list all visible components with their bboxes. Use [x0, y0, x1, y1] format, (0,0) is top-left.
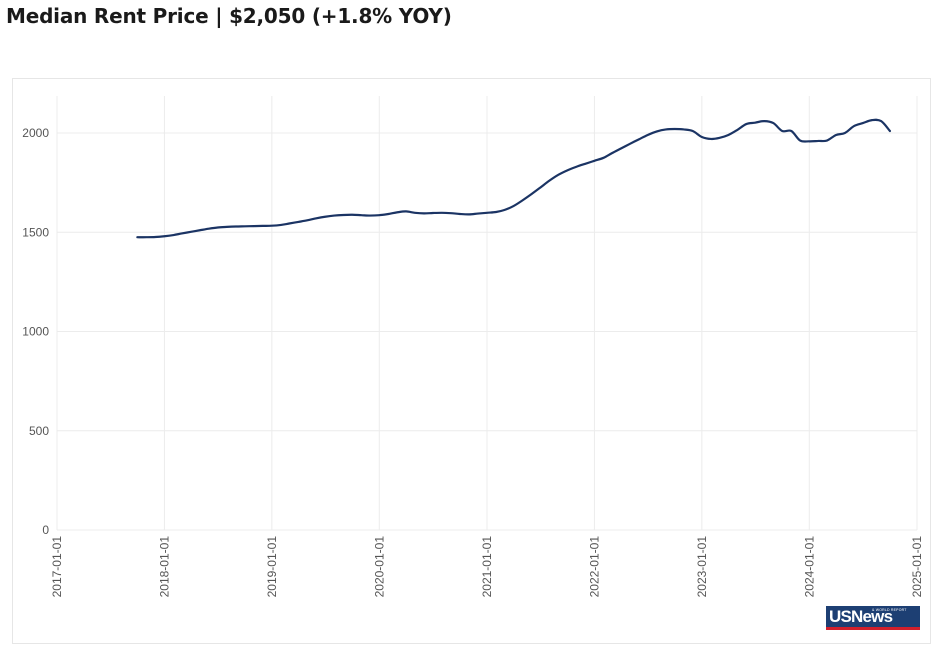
logo-tagline: & WORLD REPORT — [872, 608, 907, 612]
y-axis-labels: 0 500 1000 1500 2000 — [22, 126, 49, 537]
x-tick-label: 2024-01-01 — [802, 536, 816, 598]
y-tick-label: 2000 — [22, 126, 49, 140]
x-tick-label: 2021-01-01 — [480, 536, 494, 598]
y-tick-label: 1500 — [22, 225, 49, 239]
x-tick-label: 2025-01-01 — [910, 536, 924, 598]
x-tick-label: 2022-01-01 — [587, 536, 601, 598]
x-axis-labels: 2017-01-01 2018-01-01 2019-01-01 2020-01-01… — [50, 536, 924, 598]
series-line-median-rent — [136, 118, 892, 239]
y-tick-label: 0 — [42, 523, 49, 537]
series-layer — [136, 118, 892, 239]
x-gridlines — [56, 96, 918, 530]
x-tick-label: 2017-01-01 — [50, 536, 64, 598]
x-tick-label: 2019-01-01 — [265, 536, 279, 598]
logo-stripe — [826, 627, 920, 630]
x-tick-label: 2018-01-01 — [157, 536, 171, 598]
x-tick-label: 2020-01-01 — [372, 536, 386, 598]
y-tick-label: 500 — [29, 424, 49, 438]
y-tick-label: 1000 — [22, 325, 49, 339]
usnews-logo[interactable]: USNews & WORLD REPORT — [826, 606, 920, 630]
chart-card — [12, 78, 931, 644]
page-title: Median Rent Price | $2,050 (+1.8% YOY) — [6, 4, 452, 28]
logo-brand: USNews — [829, 607, 893, 626]
x-tick-label: 2023-01-01 — [695, 536, 709, 598]
